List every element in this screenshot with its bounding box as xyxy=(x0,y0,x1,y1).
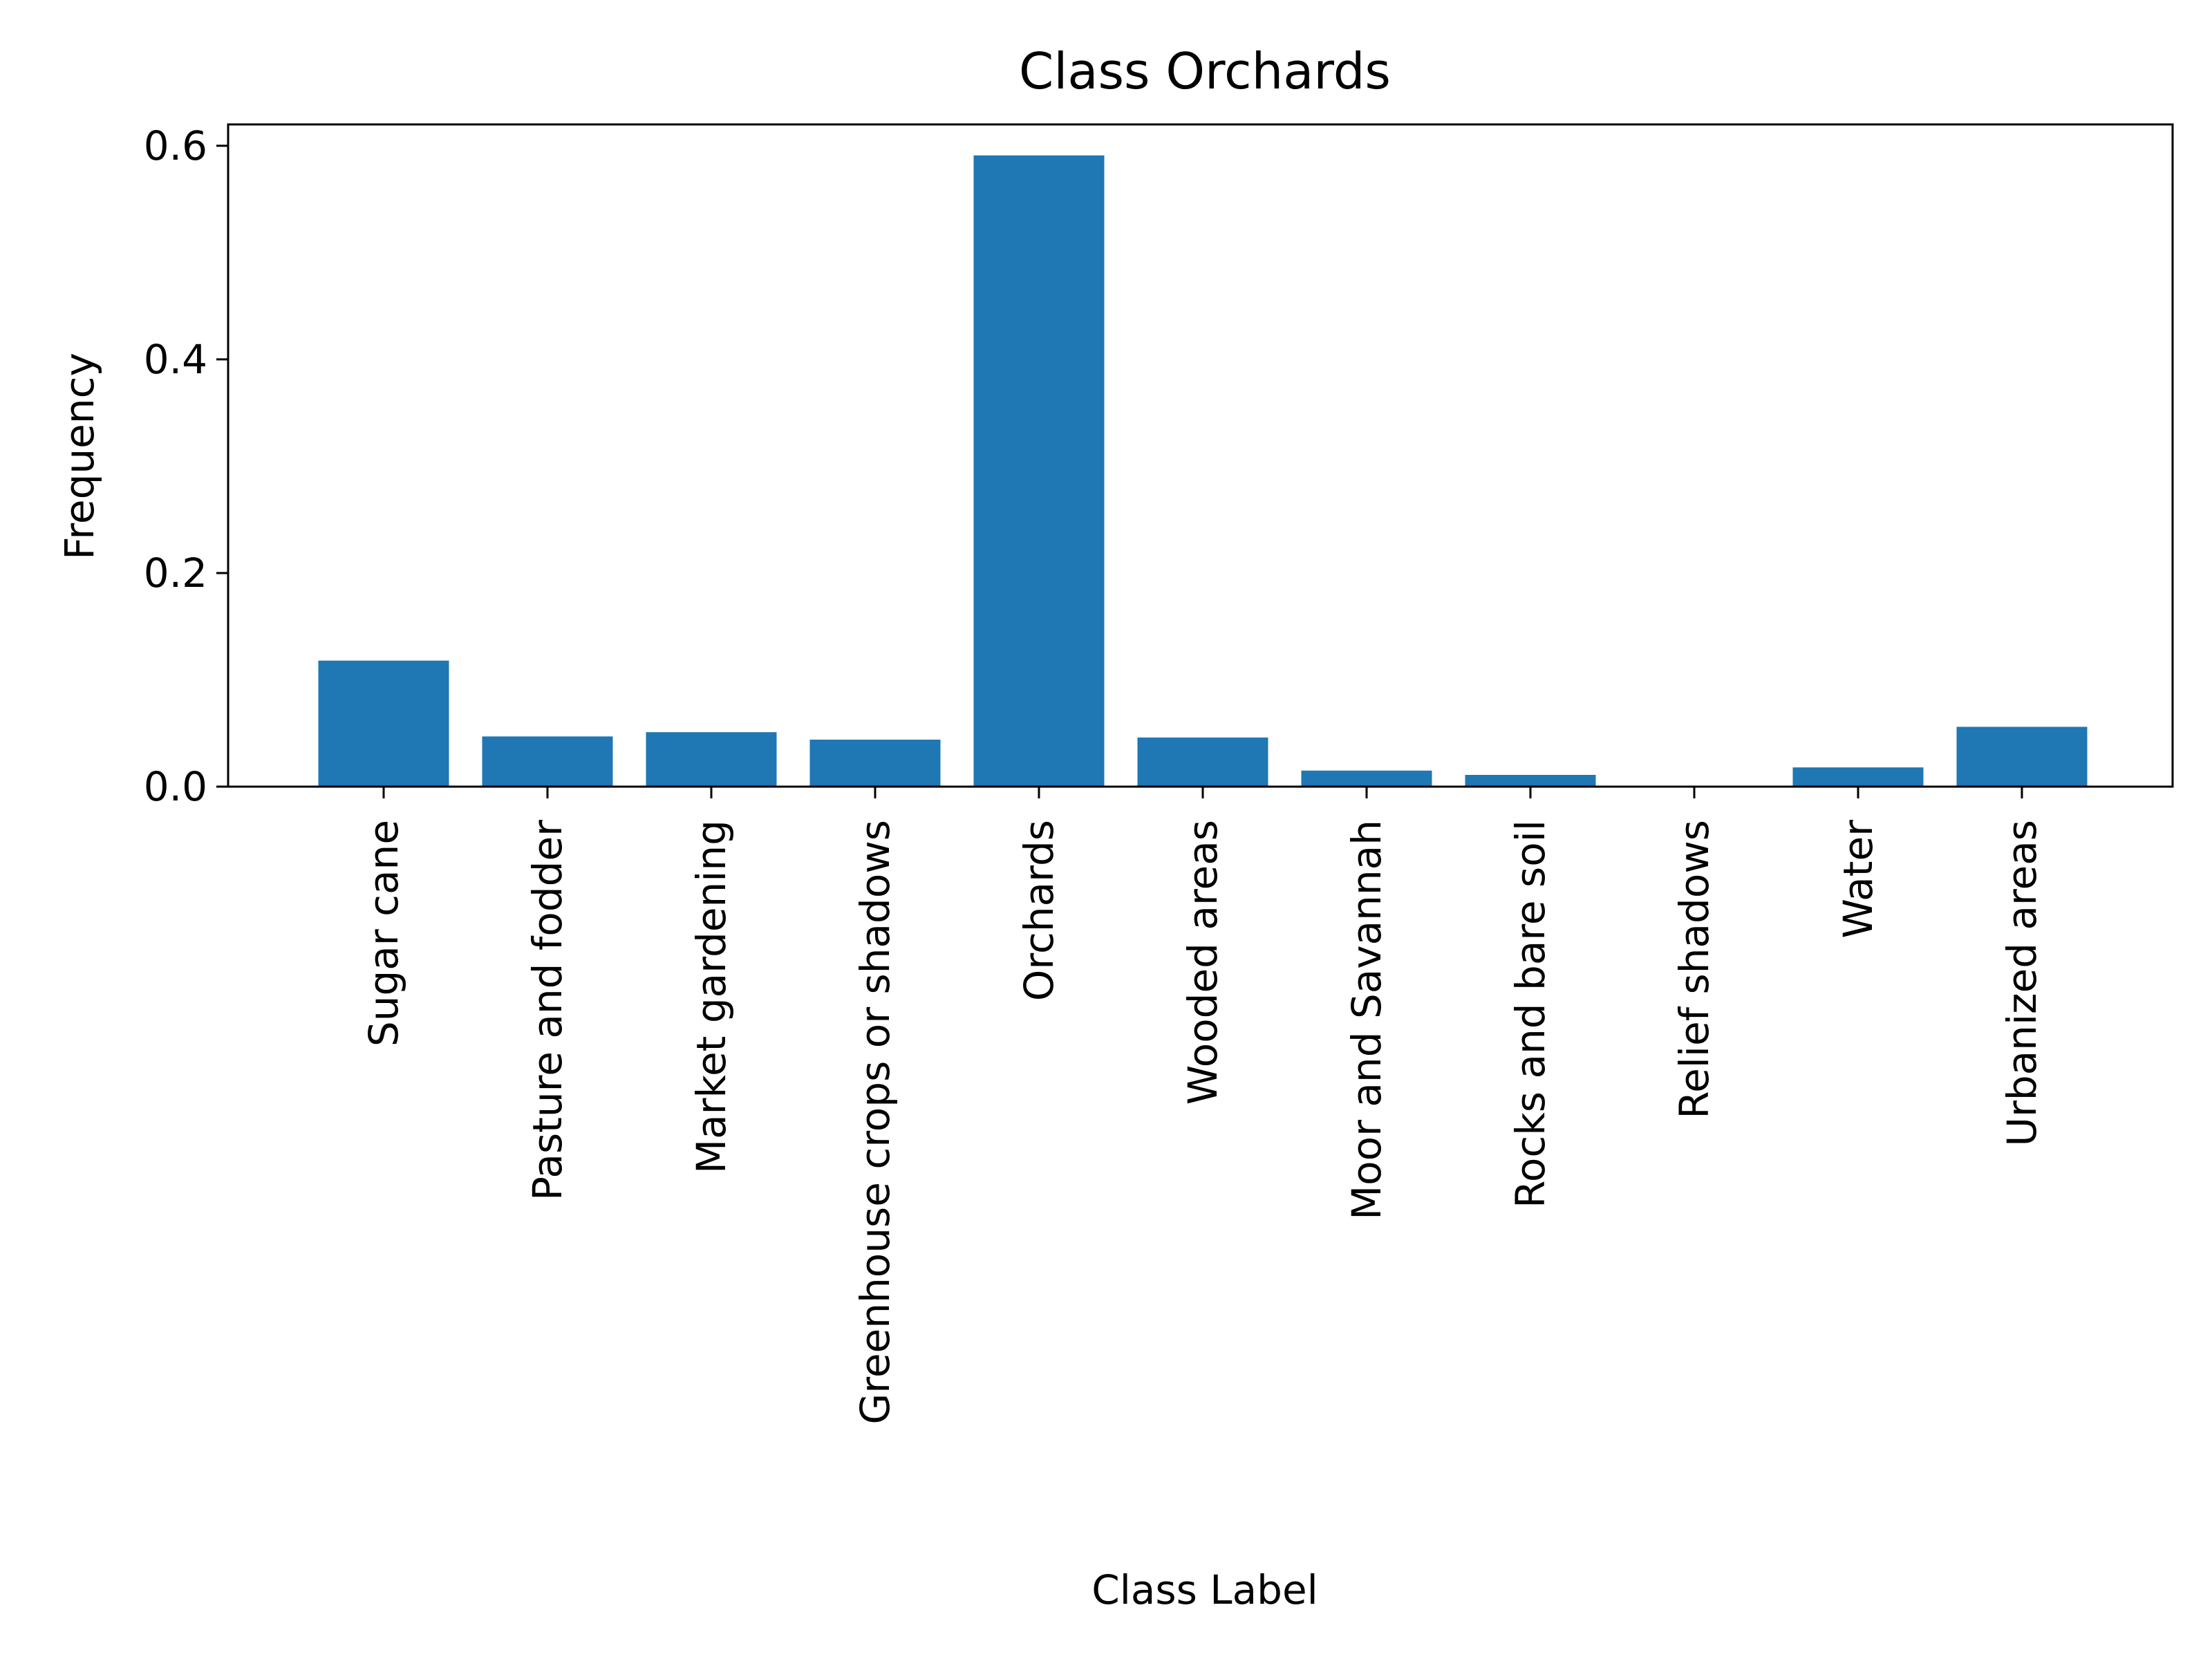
x-tick-label: Relief shadows xyxy=(1671,820,1718,1119)
x-tick-label: Rocks and bare soil xyxy=(1507,820,1554,1208)
bar-sugar-cane xyxy=(318,660,449,787)
x-tick-label: Market gardening xyxy=(688,820,735,1174)
x-axis: Sugar cane Pasture and fodder Market garde… xyxy=(360,787,2045,1425)
bar-pasture-and-fodder xyxy=(482,736,613,787)
x-axis-label: Class Label xyxy=(1091,1566,1318,1613)
plot-frame xyxy=(227,123,2174,788)
x-tick-label: Orchards xyxy=(1015,820,1062,1001)
bar-urbanized-areas xyxy=(1956,727,2088,787)
y-axis-label: Frequency xyxy=(56,353,103,560)
x-tick-label: Water xyxy=(1835,820,1882,939)
x-tick-label: Greenhouse crops or shadows xyxy=(852,820,899,1425)
x-tick-label: Wooded areas xyxy=(1179,820,1226,1105)
y-axis: 0.0 0.2 0.4 0.6 xyxy=(144,122,228,810)
bar-moor-and-savannah xyxy=(1301,770,1432,787)
bar-orchards xyxy=(973,155,1105,787)
bar-greenhouse-crops-or-shadows xyxy=(809,740,941,787)
bar-market-gardening xyxy=(646,732,777,787)
bar-water xyxy=(1792,767,1924,787)
y-tick-label: 0.2 xyxy=(144,550,207,597)
bars-group xyxy=(318,155,2088,787)
chart-title: Class Orchards xyxy=(1019,42,1391,100)
bar-wooded-areas xyxy=(1137,737,1268,787)
y-tick-label: 0.6 xyxy=(144,122,207,169)
x-tick-label: Sugar cane xyxy=(360,820,407,1047)
y-tick-label: 0.4 xyxy=(144,336,207,383)
x-tick-label: Pasture and fodder xyxy=(524,820,571,1201)
bar-rocks-and-bare-soil xyxy=(1465,775,1596,787)
y-tick-label: 0.0 xyxy=(144,763,207,810)
x-tick-label: Urbanized areas xyxy=(1998,820,2045,1146)
x-tick-label: Moor and Savannah xyxy=(1343,820,1390,1220)
